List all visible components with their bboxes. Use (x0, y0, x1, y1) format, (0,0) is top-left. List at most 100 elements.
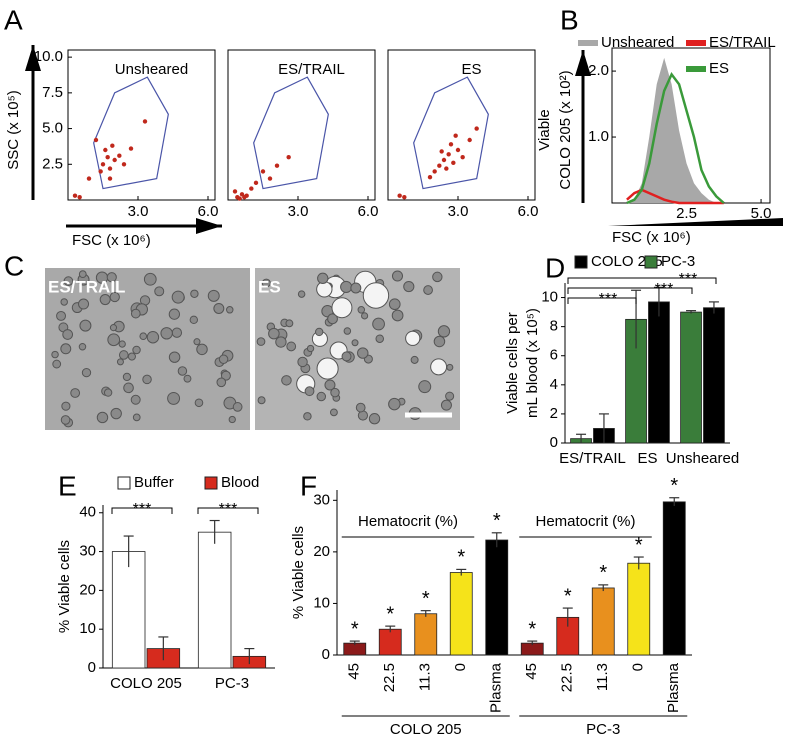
event-dot (98, 169, 103, 174)
cell (216, 377, 227, 388)
cell (445, 391, 455, 401)
arrow-head (575, 50, 591, 76)
y-tick-label: 1.0 (588, 128, 609, 145)
cell (423, 285, 433, 295)
y-tick-label: 30 (79, 543, 96, 560)
y-tick-label: 40 (79, 504, 96, 521)
cell (130, 394, 141, 405)
x-tick-label: 0 (630, 663, 647, 671)
cell (143, 272, 157, 286)
event-dot (441, 157, 447, 163)
event-dot (402, 194, 407, 200)
cell (79, 319, 92, 332)
cell (327, 313, 338, 325)
x-tick-label: 45 (523, 663, 540, 680)
event-dot (474, 126, 479, 131)
significance-label: *** (679, 271, 698, 288)
panel-letter: E (58, 470, 77, 501)
event-dot (451, 160, 456, 166)
x-tick-label: Unsheared (666, 450, 739, 467)
cell (110, 407, 122, 420)
event-dot (437, 163, 442, 168)
cell (368, 413, 381, 425)
y-tick-label: 2.0 (588, 62, 609, 79)
cell (213, 302, 225, 314)
cell (316, 357, 339, 380)
arrow-head (25, 45, 41, 71)
plot-frame (387, 49, 536, 201)
cell (303, 412, 312, 421)
significance-label: * (564, 585, 572, 607)
event-dot (232, 189, 238, 194)
legend-label: PC-3 (661, 253, 695, 270)
panel-title: Unsheared (115, 61, 188, 78)
x-tick-label: 6.0 (358, 203, 379, 220)
bar (591, 587, 615, 656)
significance-label: *** (219, 501, 238, 518)
legend-label: ES (709, 60, 729, 77)
cell (218, 354, 229, 365)
x-tick-label: 2.5 (676, 205, 697, 222)
cell (232, 402, 243, 412)
cell (257, 396, 266, 405)
legend-swatch (686, 66, 706, 72)
legend-swatch (117, 476, 131, 490)
event-dot (427, 174, 433, 180)
cell (190, 289, 199, 298)
event-dot (72, 193, 78, 198)
event-dot (453, 133, 458, 138)
cell (281, 375, 292, 386)
cell (317, 272, 329, 285)
event-dot (107, 176, 113, 181)
cell (139, 332, 148, 341)
cell (388, 298, 401, 311)
cell (132, 413, 141, 422)
cell (142, 374, 152, 385)
area (626, 57, 724, 203)
cell (388, 397, 401, 411)
significance-label: * (635, 534, 643, 556)
cell (329, 408, 338, 417)
x-tick-label: 22.5 (381, 663, 398, 692)
cell (220, 370, 231, 381)
cell (362, 282, 390, 309)
cell (56, 310, 67, 321)
panel-letter: C (4, 250, 24, 281)
cell (171, 290, 185, 304)
cell (405, 330, 421, 346)
event-dot (121, 162, 127, 167)
legend-swatch (578, 40, 598, 46)
event-dot (446, 152, 451, 157)
cell (228, 415, 236, 424)
cell (63, 276, 74, 286)
bar (648, 301, 670, 444)
significance-bracket (567, 277, 717, 284)
axis-wedge (608, 218, 783, 226)
x-tick-label: 6.0 (518, 203, 539, 220)
event-dot (460, 154, 465, 160)
cell (96, 411, 109, 424)
legend-label: Blood (221, 474, 259, 491)
cell (391, 270, 404, 282)
bar (680, 311, 702, 444)
event-dot (105, 154, 110, 160)
y-axis-label: Viable (536, 109, 553, 150)
cell (351, 339, 359, 347)
cell (103, 388, 113, 397)
cell (297, 290, 306, 298)
y-tick-label: 20 (79, 581, 96, 598)
cell (418, 380, 432, 394)
event-dot (142, 119, 148, 124)
cell (432, 271, 443, 283)
significance-label: * (457, 547, 465, 569)
cell (391, 309, 404, 322)
y-axis-label: % Viable cells (56, 540, 73, 633)
event-dot (397, 193, 402, 198)
event-dot (253, 180, 259, 186)
x-tick-label: 22.5 (559, 663, 576, 692)
event-dot (267, 176, 273, 181)
event-dot (286, 154, 291, 160)
event-dot (237, 196, 242, 201)
bar (111, 551, 146, 669)
